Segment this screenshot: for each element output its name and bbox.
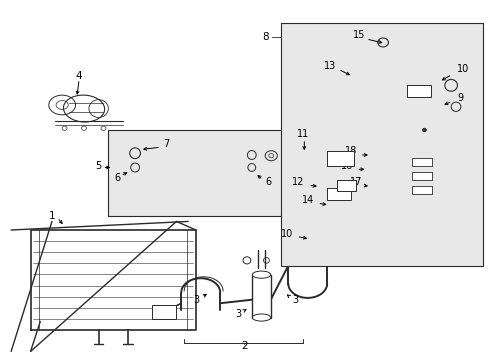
Text: 9: 9 (457, 93, 463, 103)
Ellipse shape (327, 191, 330, 194)
Text: 3: 3 (292, 295, 298, 305)
Bar (152, 305, 176, 319)
Bar (411, 186, 431, 194)
Text: 18: 18 (345, 147, 357, 157)
Text: 3: 3 (235, 309, 241, 319)
Text: 14: 14 (301, 195, 313, 204)
Text: 6: 6 (114, 173, 120, 183)
Text: 10: 10 (456, 64, 468, 74)
Text: 11: 11 (296, 129, 308, 139)
Ellipse shape (422, 128, 426, 132)
Text: 17: 17 (349, 177, 362, 187)
Bar (252, 275, 270, 318)
Text: 1: 1 (49, 211, 56, 221)
Bar (411, 158, 431, 166)
Text: 10: 10 (280, 229, 292, 239)
Ellipse shape (252, 314, 270, 321)
Text: 13: 13 (323, 61, 335, 71)
Ellipse shape (252, 271, 270, 278)
Bar (411, 172, 431, 180)
Bar (281, 23, 482, 266)
Text: 7: 7 (163, 139, 169, 149)
Bar (407, 85, 430, 97)
Text: 5: 5 (95, 161, 102, 171)
Text: 16: 16 (340, 161, 352, 171)
Text: 8: 8 (262, 32, 268, 42)
Bar (326, 152, 353, 166)
Text: 15: 15 (352, 30, 364, 40)
Text: 6: 6 (265, 177, 271, 187)
Text: 12: 12 (291, 177, 304, 187)
Bar (326, 188, 351, 200)
Text: 3: 3 (192, 295, 199, 305)
Text: 2: 2 (241, 341, 247, 351)
Bar (108, 130, 287, 216)
Bar (336, 180, 356, 191)
Text: 4: 4 (76, 71, 82, 81)
